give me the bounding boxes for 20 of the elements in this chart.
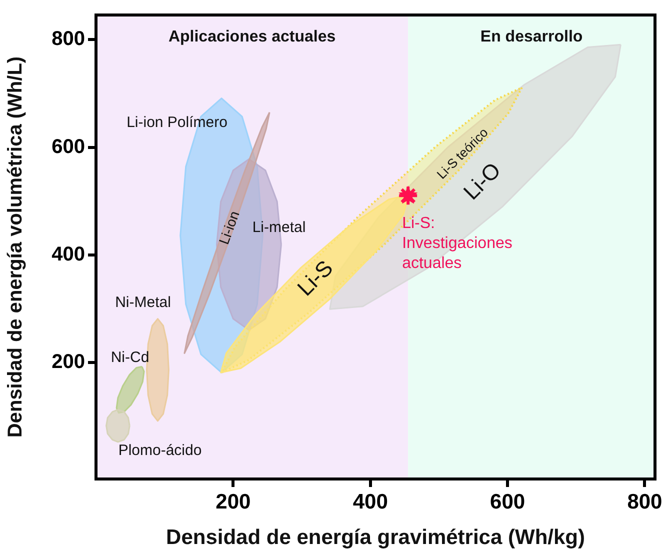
band-label: Aplicaciones actuales — [168, 28, 336, 46]
x-tick-label: 800 — [627, 490, 662, 514]
x-tick-label: 200 — [216, 490, 251, 514]
y-axis-title: Densidad de energía volumétrica (Wh/L) — [4, 56, 27, 438]
x-tick-label: 600 — [490, 490, 526, 514]
y-tick-label: 600 — [52, 136, 85, 158]
series-label: Li-S — [292, 255, 338, 301]
series-label: Li-metal — [252, 219, 306, 236]
annotation: Li-S: Investigaciones actuales — [402, 215, 512, 272]
y-tick-label: 800 — [52, 28, 85, 50]
y-tick-label: 200 — [52, 350, 85, 373]
x-axis-title: Densidad de energía gravimétrica (Wh/kg) — [166, 526, 585, 550]
series-label: Li-ion Polímero — [126, 114, 228, 132]
x-tick-label: 400 — [352, 490, 388, 514]
band-label: En desarrollo — [480, 28, 583, 46]
series-label: Plomo-ácido — [118, 442, 202, 460]
series-label: Ni-Cd — [110, 349, 150, 366]
y-tick-label: 400 — [52, 243, 85, 266]
series-label: Ni-Metal — [115, 294, 171, 312]
series-label: Li-ion — [216, 208, 242, 246]
